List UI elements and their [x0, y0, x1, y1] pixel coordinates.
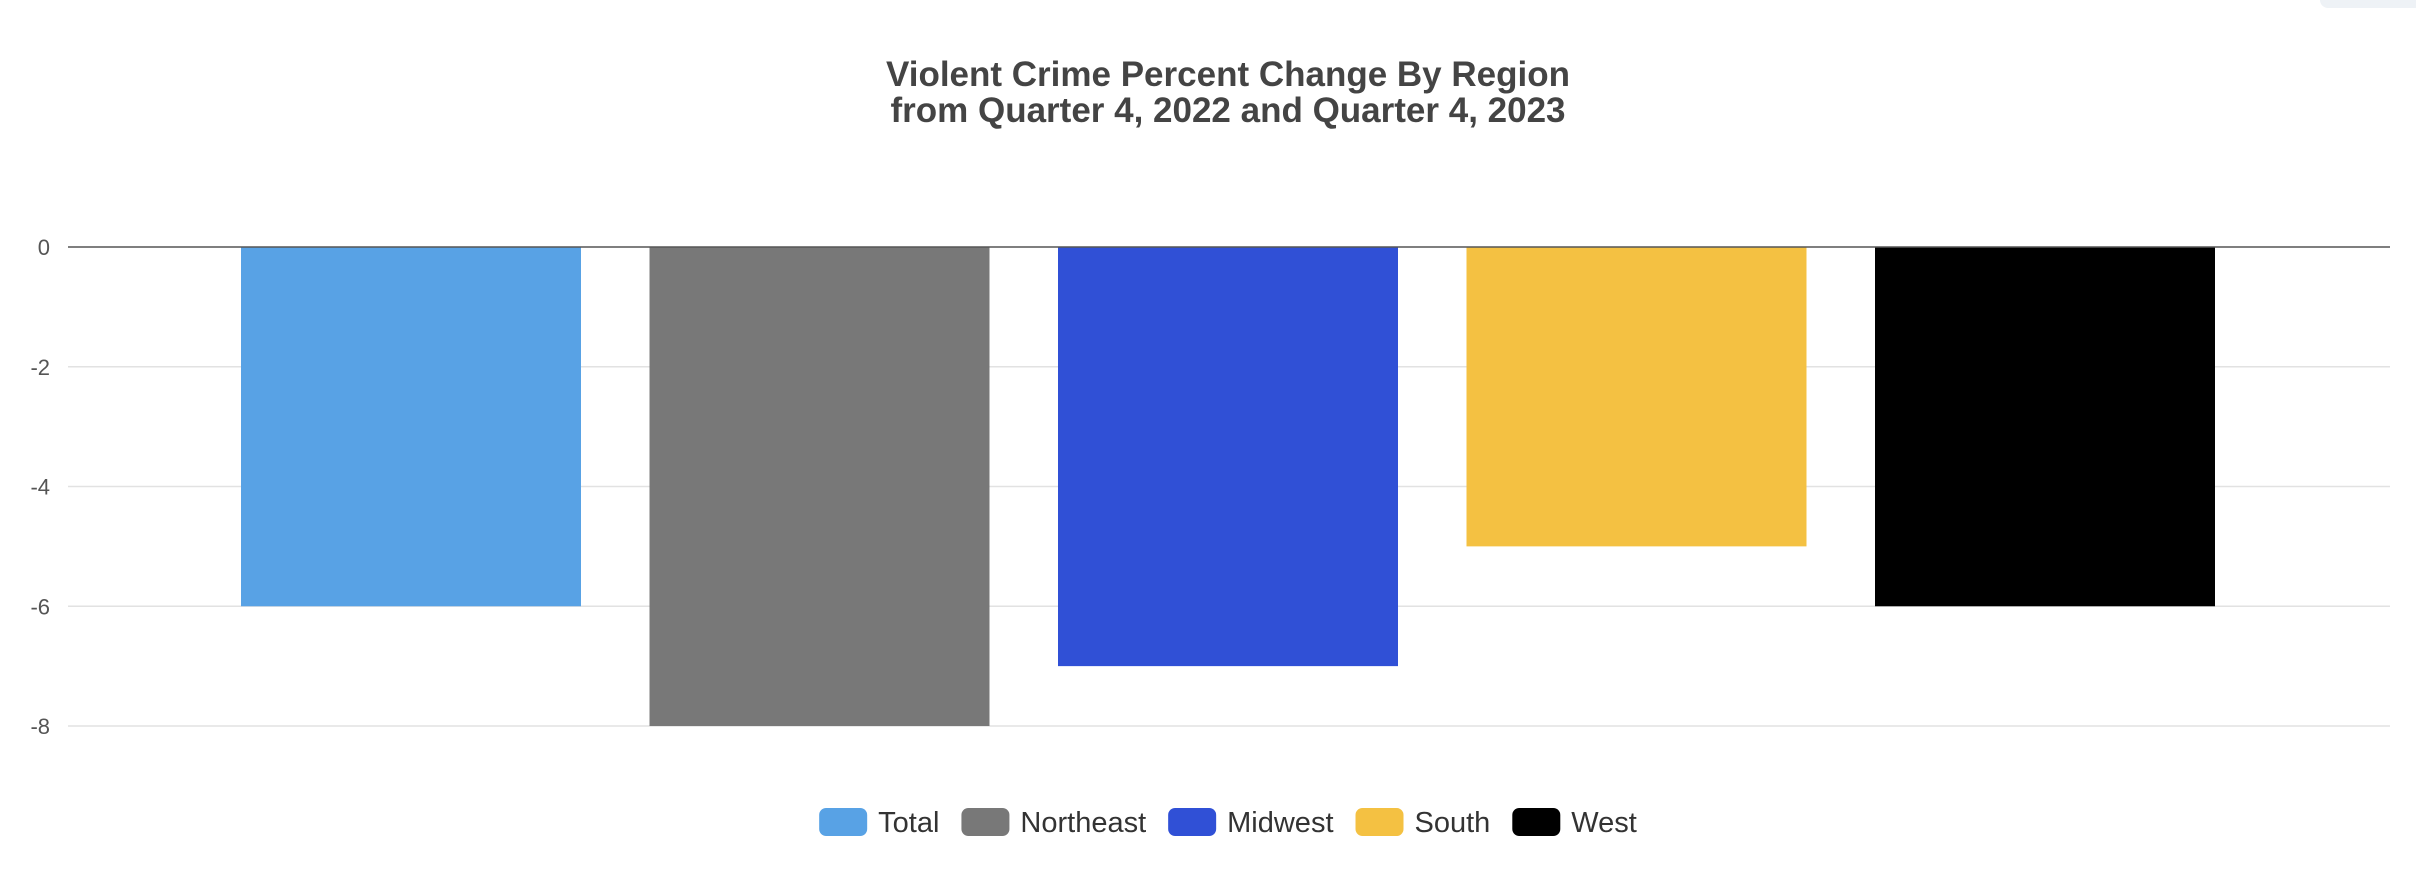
legend-item-northeast[interactable]: Northeast: [961, 807, 1146, 839]
legend-item-south[interactable]: South: [1355, 807, 1491, 839]
bar-midwest[interactable]: [1058, 247, 1398, 667]
legend-item-total[interactable]: Total: [819, 807, 939, 839]
y-tick-label: -8: [30, 714, 50, 739]
y-axis-ticks: 0 -2 -4 -6 -8: [30, 235, 50, 739]
legend-swatch: [1355, 808, 1404, 836]
legend-label: Total: [878, 807, 939, 839]
legend-swatch: [819, 808, 868, 836]
legend-label: Northeast: [1020, 807, 1146, 839]
legend-item-west[interactable]: West: [1512, 807, 1637, 839]
legend-item-midwest[interactable]: Midwest: [1168, 807, 1334, 839]
legend-label: South: [1415, 807, 1491, 839]
legend-swatch: [1512, 808, 1561, 836]
legend: Total Northeast Midwest South West: [819, 807, 1637, 839]
corner-tab-decoration: [2320, 0, 2416, 8]
y-tick-label: -2: [30, 355, 50, 380]
y-tick-label: -6: [30, 594, 50, 619]
bar-south[interactable]: [1466, 247, 1807, 547]
legend-label: West: [1571, 807, 1637, 839]
bar-total[interactable]: [241, 247, 581, 607]
y-tick-label: 0: [38, 235, 50, 260]
legend-swatch: [961, 808, 1010, 836]
chart-subtitle: from Quarter 4, 2022 and Quarter 4, 2023: [890, 91, 1565, 130]
bar-northeast[interactable]: [649, 247, 990, 726]
legend-swatch: [1168, 808, 1217, 836]
bar-west[interactable]: [1875, 247, 2215, 607]
bars: [241, 247, 2215, 726]
chart-title: Violent Crime Percent Change By Region: [886, 55, 1570, 94]
legend-label: Midwest: [1227, 807, 1333, 839]
y-tick-label: -4: [30, 475, 50, 500]
